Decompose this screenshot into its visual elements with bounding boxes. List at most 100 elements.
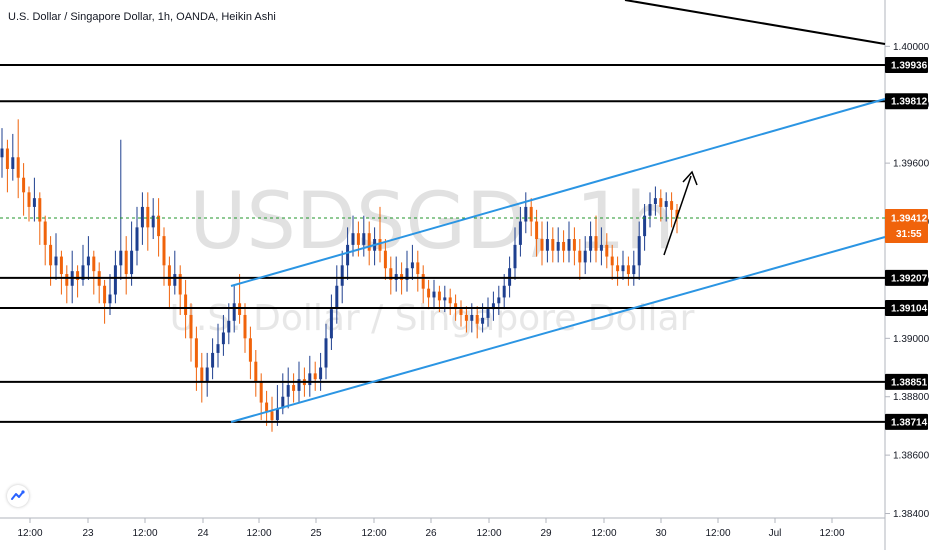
candle-body <box>124 250 128 275</box>
candle <box>254 350 258 397</box>
candle <box>119 139 123 280</box>
candle-body <box>362 233 366 245</box>
candle <box>86 236 90 280</box>
candle <box>232 285 236 333</box>
y-tick-label: 1.39600 <box>893 159 930 170</box>
level-price-label: 1.38851 <box>891 377 928 388</box>
candle <box>65 265 69 304</box>
level-price-tag: 1.38714 <box>885 413 928 430</box>
y-tick-label: 1.39000 <box>893 334 930 345</box>
x-tick-label: 24 <box>197 528 209 539</box>
level-price-label: 1.39207 <box>891 273 928 284</box>
chart-title: U.S. Dollar / Singapore Dollar, 1h, OAND… <box>8 11 276 23</box>
candle-body <box>275 408 279 421</box>
candle-body <box>437 291 441 301</box>
candle-body <box>632 265 636 275</box>
candle-body <box>313 373 317 380</box>
x-tick-label: 12:00 <box>705 528 730 539</box>
countdown-label: 31:55 <box>896 229 922 240</box>
candle-body <box>497 297 501 304</box>
candle <box>162 227 166 286</box>
candle <box>248 326 252 380</box>
candle-body <box>448 297 452 304</box>
candle-body <box>254 361 258 383</box>
candle <box>0 128 4 178</box>
candle-body <box>335 285 339 310</box>
candle-body <box>470 314 474 321</box>
candle-body <box>351 233 355 245</box>
candle-body <box>535 221 539 240</box>
x-tick-label: 30 <box>655 528 667 539</box>
candle-body <box>383 250 387 269</box>
candle-body <box>135 227 139 251</box>
candle <box>562 230 566 263</box>
candle-body <box>167 265 171 286</box>
candle <box>599 227 603 266</box>
candle-body <box>551 239 555 251</box>
candle <box>610 244 614 280</box>
candle-body <box>648 204 652 216</box>
candle <box>648 192 652 228</box>
y-tick-label: 1.38800 <box>893 392 930 403</box>
candle <box>356 221 360 257</box>
candle <box>502 274 506 310</box>
candle-body <box>173 274 177 286</box>
x-tick-label: 12:00 <box>132 528 157 539</box>
candle <box>5 139 9 193</box>
candle <box>184 279 188 339</box>
candle <box>59 250 63 295</box>
candle <box>265 390 269 426</box>
candle-body <box>76 271 80 280</box>
candle-body <box>589 236 593 251</box>
candle <box>275 385 279 426</box>
candle-body <box>108 294 112 304</box>
candle-body <box>583 250 587 263</box>
price-scale[interactable]: 1.404001.402001.400001.398001.396001.394… <box>885 0 930 520</box>
candle <box>76 265 80 298</box>
candle <box>497 285 501 315</box>
candle-body <box>540 239 544 251</box>
candle-body <box>189 314 193 339</box>
channel-lower-line[interactable] <box>230 236 886 423</box>
candle-body <box>664 201 668 207</box>
candle <box>151 198 155 240</box>
x-tick-label: 12:00 <box>361 528 386 539</box>
y-tick-label: 1.38400 <box>893 509 930 520</box>
candle-body <box>22 177 26 193</box>
candle-body <box>146 206 150 228</box>
resistance-trend-line[interactable] <box>624 0 886 45</box>
candle-body <box>308 373 312 386</box>
candle-body <box>151 215 155 228</box>
candle <box>97 262 101 304</box>
projection-arrow[interactable] <box>663 170 698 256</box>
tradingview-logo-icon[interactable] <box>7 485 29 507</box>
candle <box>459 300 463 327</box>
candle-body <box>626 265 630 275</box>
x-tick-label: Jul <box>769 528 782 539</box>
candle <box>643 204 647 251</box>
candle-body <box>491 303 495 310</box>
candle-body <box>286 385 290 397</box>
time-scale[interactable]: 12:00 23 12:00 24 12:00 25 12:00 26 12:00 29 12:00… <box>17 518 845 539</box>
candle-body <box>232 303 236 321</box>
candle <box>178 265 182 315</box>
candle-body <box>130 250 134 275</box>
candle <box>383 239 387 280</box>
candle <box>243 303 247 353</box>
channel-upper-line[interactable] <box>230 98 886 287</box>
candle-body <box>243 314 247 339</box>
candle <box>11 133 15 181</box>
candle <box>319 352 323 391</box>
candle-body <box>405 268 409 280</box>
candle <box>92 250 96 295</box>
candle-body <box>356 233 360 245</box>
candle <box>405 250 409 292</box>
candle-body <box>346 244 350 266</box>
candle-body <box>216 344 220 353</box>
candle <box>189 303 193 362</box>
candle-body <box>659 198 663 207</box>
candle-body <box>32 198 36 207</box>
candle-body <box>653 198 657 204</box>
candle-body <box>227 320 231 333</box>
